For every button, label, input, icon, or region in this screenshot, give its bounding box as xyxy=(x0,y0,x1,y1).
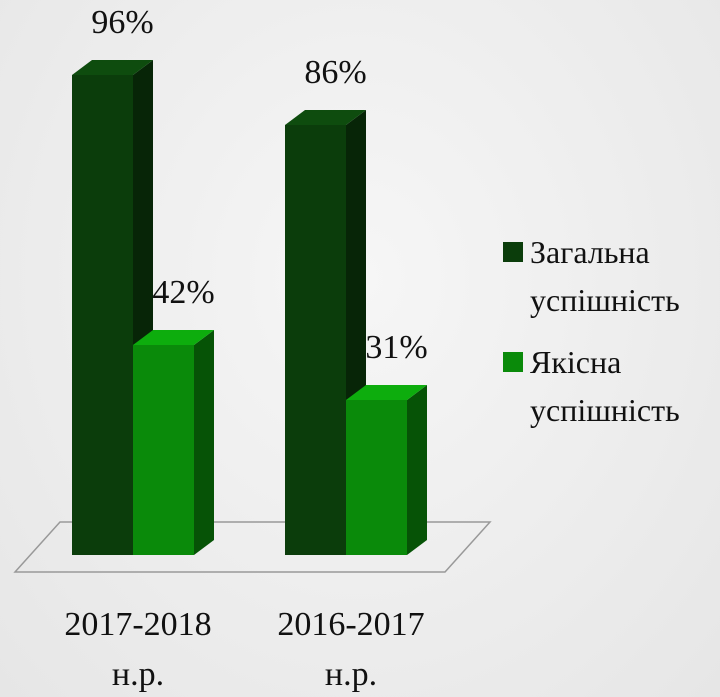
bar-side xyxy=(407,385,427,555)
legend-swatch xyxy=(503,352,523,372)
value-label: 86% xyxy=(304,54,366,91)
x-tick-label: 2016-2017 н.р. xyxy=(277,606,425,693)
value-label: 31% xyxy=(365,329,427,366)
bar xyxy=(346,400,407,555)
value-label: 42% xyxy=(152,274,214,311)
bar-top xyxy=(346,385,427,400)
legend-label: Загальна успішність xyxy=(530,234,680,318)
bar-top xyxy=(133,330,214,345)
legend-label: Якісна успішність xyxy=(530,344,680,428)
floor xyxy=(13,521,492,573)
legend-swatch xyxy=(503,242,523,262)
bar xyxy=(133,345,194,555)
x-tick-label: 2017-2018 н.р. xyxy=(64,606,212,693)
bar-top xyxy=(72,60,153,75)
bar xyxy=(72,75,133,555)
value-label: 96% xyxy=(91,4,153,41)
bar-side xyxy=(194,330,214,555)
bar-top xyxy=(285,110,366,125)
bar xyxy=(285,125,346,555)
